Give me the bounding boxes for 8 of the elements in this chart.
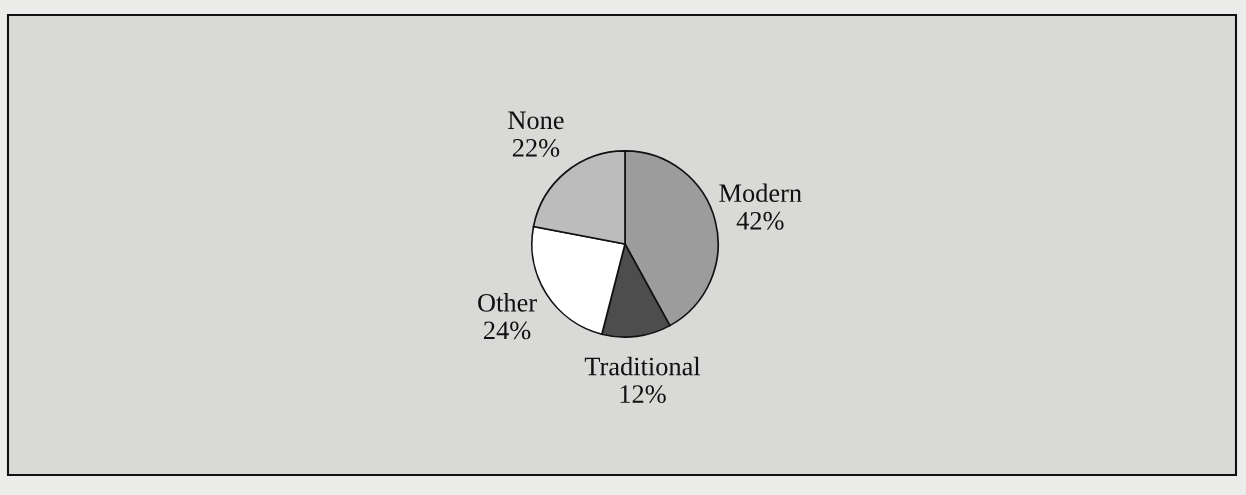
slice-label: Traditional [584,356,701,376]
slice-label: None [508,111,564,130]
data-label: 42% [736,211,784,230]
data-label: 12% [620,385,666,404]
data-label: 24% [484,321,531,340]
data-label: 22% [512,138,560,157]
slice-label: Modern [719,183,802,203]
slice-label: Other [478,293,537,312]
